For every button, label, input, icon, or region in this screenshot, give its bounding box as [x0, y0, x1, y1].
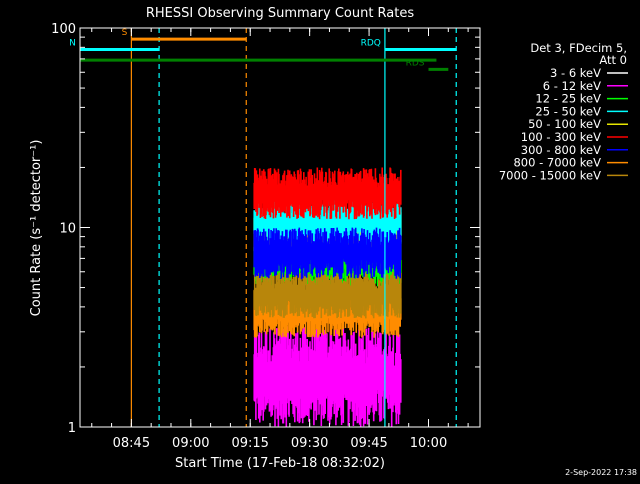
legend-label-3: 25 - 50 keV: [535, 104, 601, 118]
y-axis-label: Count Rate (s⁻¹ detector⁻¹): [29, 140, 44, 317]
y-tick-label-2: 100: [51, 22, 76, 37]
axes: 08:45 09:00 09:15 09:30 09:45 10:00 1 10 100: [51, 22, 481, 451]
x-axis-label: Start Time (17-Feb-18 08:32:02): [175, 456, 385, 471]
legend-header-line-2: Att 0: [599, 53, 627, 67]
y-tick-label-1: 10: [59, 222, 76, 237]
x-tick-label-3: 09:30: [291, 436, 328, 451]
series-band-1: [253, 326, 402, 427]
legend-label-6: 300 - 800 keV: [521, 143, 601, 157]
x-tick-label-5: 10:00: [410, 436, 447, 451]
y-tick-label-0: 1: [68, 421, 76, 436]
legend-label-5: 100 - 300 keV: [521, 130, 601, 144]
plot-area: S N RDQ RDS: [69, 28, 457, 427]
x-tick-label-4: 09:45: [350, 436, 387, 451]
flag-label-4: RDS: [406, 58, 425, 68]
x-tick-label-0: 08:45: [113, 436, 150, 451]
legend-label-2: 12 - 25 keV: [535, 92, 601, 106]
legend-header-line-1: Det 3, FDecim 5,: [530, 41, 627, 55]
flag-label-1: N: [69, 39, 76, 49]
flag-label-0: S: [122, 28, 128, 38]
x-tick-label-2: 09:15: [231, 436, 268, 451]
x-tick-label-1: 09:00: [172, 436, 209, 451]
legend-label-8: 7000 - 15000 keV: [499, 168, 601, 182]
generated-timestamp: 2-Sep-2022 17:38: [565, 468, 637, 477]
legend-label-0: 3 - 6 keV: [550, 66, 601, 80]
legend-label-4: 50 - 100 keV: [528, 117, 601, 131]
flag-label-2: RDQ: [361, 39, 381, 49]
legend-label-1: 6 - 12 keV: [543, 79, 601, 93]
chart-title: RHESSI Observing Summary Count Rates: [146, 6, 415, 21]
legend-label-7: 800 - 7000 keV: [513, 156, 601, 170]
